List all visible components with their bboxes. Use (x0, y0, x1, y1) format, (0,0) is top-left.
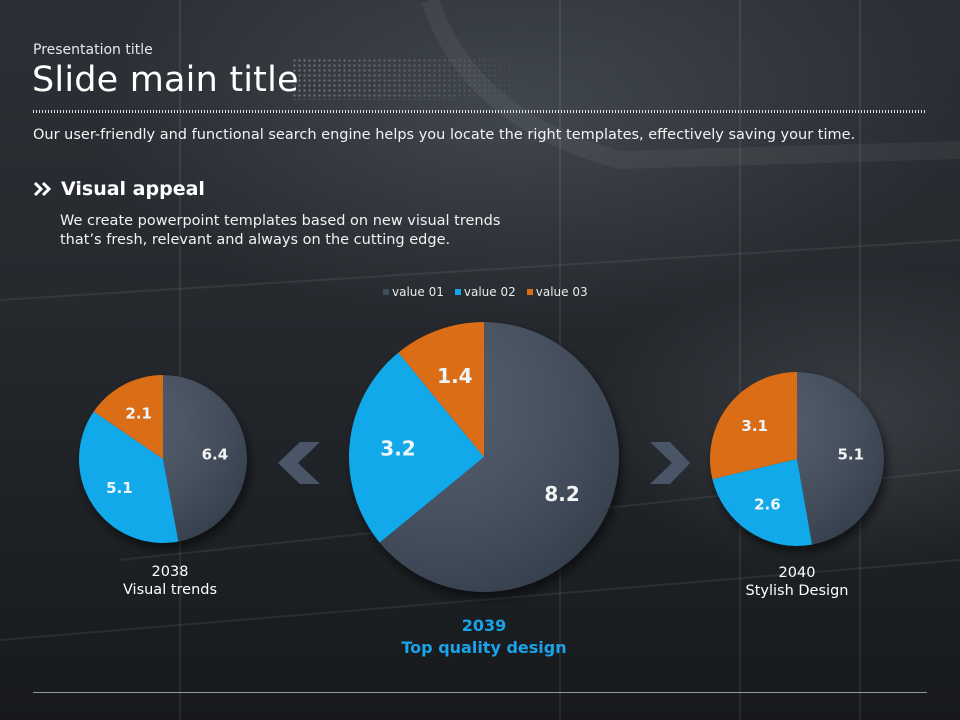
pie-caption-text: Top quality design (401, 638, 567, 657)
legend-label: value 01 (392, 285, 444, 299)
pie-caption-2038: 2038 Visual trends (110, 563, 230, 599)
legend-item: value 02 (454, 285, 516, 299)
dotted-divider (33, 110, 927, 113)
legend-item: value 01 (383, 285, 444, 299)
section-title: Visual appeal (61, 178, 205, 200)
pie-data-label: 2.1 (125, 404, 152, 422)
pie-caption-year: 2038 (151, 564, 189, 580)
bottom-divider (33, 692, 927, 693)
section-heading: Visual appeal (33, 178, 205, 200)
pie-chart-2038: 6.4 5.1 2.1 (78, 375, 248, 543)
pie-caption-2039: 2039 Top quality design (384, 615, 584, 659)
pie-data-label: 3.2 (380, 437, 415, 461)
chart-legend: value 01 value 02 value 03 (383, 285, 599, 299)
pie-slice-value-03 (93, 375, 163, 459)
section-body-line: We create powerpoint templates based on … (60, 213, 501, 229)
slide-title: Slide main title (32, 60, 299, 100)
lead-text: Our user-friendly and functional search … (33, 127, 856, 143)
decorative-dot-grid (292, 58, 532, 100)
pie-data-label: 3.1 (741, 417, 768, 435)
section-body: We create powerpoint templates based on … (60, 212, 500, 250)
legend-swatch (383, 289, 389, 295)
pie-data-label: 6.4 (202, 446, 229, 464)
pie-caption-text: Stylish Design (745, 583, 849, 599)
pie-slice-value-02 (78, 411, 179, 543)
pie-slice-value-03 (398, 322, 484, 457)
pie-data-label: 5.1 (106, 479, 133, 497)
pie-slice-value-02 (712, 459, 813, 546)
pie-data-label: 1.4 (437, 364, 472, 388)
legend-item: value 03 (526, 285, 588, 299)
legend-swatch (526, 289, 533, 295)
chevron-left-icon (278, 442, 320, 484)
pie-data-label: 8.2 (544, 482, 579, 506)
pie-caption-2040: 2040 Stylish Design (727, 564, 867, 600)
pie-data-label: 2.6 (754, 495, 781, 513)
section-body-line: that’s fresh, relevant and always on the… (60, 232, 451, 248)
presentation-title: Presentation title (33, 42, 153, 58)
pie-caption-year: 2039 (461, 616, 507, 635)
pie-caption-text: Visual trends (122, 582, 218, 598)
pie-caption-year: 2040 (778, 565, 816, 581)
pie-slice-value-03 (709, 372, 797, 480)
double-chevron-right-icon (33, 181, 52, 197)
legend-label: value 03 (535, 285, 588, 299)
legend-label: value 02 (463, 285, 516, 299)
pie-chart-2039: 8.2 3.2 1.4 (349, 322, 620, 592)
pie-slice-value-02 (349, 352, 484, 543)
pie-data-label: 5.1 (837, 446, 864, 464)
chevron-right-icon (650, 442, 690, 484)
pie-chart-2040: 5.1 2.6 3.1 (709, 372, 884, 546)
legend-swatch (454, 289, 461, 295)
